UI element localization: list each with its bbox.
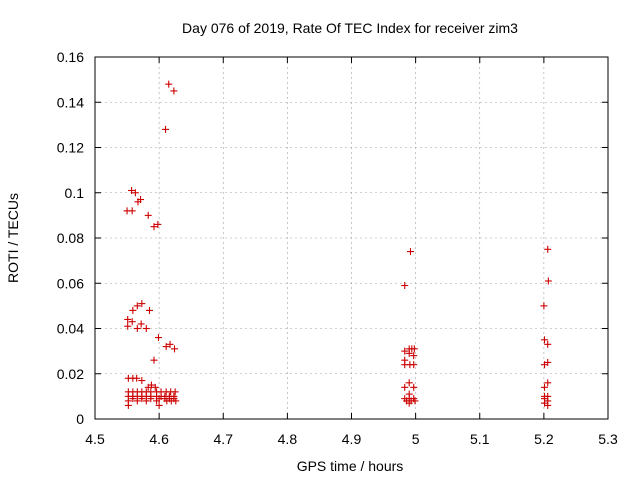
x-tick-label: 4.8 [278,431,298,447]
data-point [129,306,137,314]
data-point [131,189,139,197]
data-point [128,318,136,326]
data-point [154,334,162,342]
data-point [150,223,158,231]
data-point [142,397,150,405]
data-point [541,361,549,369]
data-point [133,374,141,382]
data-point [133,325,141,332]
data-point [138,395,146,403]
data-point [134,198,142,206]
data-point [405,349,413,357]
data-point [544,245,552,253]
y-tick-label: 0.04 [57,321,84,337]
data-point [401,282,409,290]
x-tick-label: 5.3 [598,431,618,447]
data-point [405,399,413,407]
data-point [128,207,136,215]
data-point [544,277,552,285]
data-point [128,186,136,194]
data-point [410,345,418,353]
data-point [540,302,548,310]
data-point [411,397,419,405]
y-tick-label: 0.08 [57,230,84,246]
data-point [138,377,146,385]
data-point [129,395,137,403]
data-point [147,395,155,403]
data-point [151,383,159,391]
y-tick-label: 0.14 [57,94,84,110]
data-point [410,352,418,360]
data-point [124,315,132,323]
x-tick-labels: 4.5 4.6 4.7 4.8 4.9 5 5.1 5.2 5.3 [85,431,618,447]
y-tick-label: 0.12 [57,140,84,156]
y-axis-label: ROTI / TECUs [5,193,21,283]
y-tick-label: 0.02 [57,366,84,382]
x-tick-label: 5 [412,431,420,447]
data-point [155,401,163,409]
data-point [410,361,418,369]
data-point [165,80,173,88]
grid [95,57,608,419]
data-point [138,300,146,308]
x-tick-label: 5.1 [470,431,490,447]
data-point [162,125,170,133]
x-tick-label: 4.5 [85,431,105,447]
data-point [146,306,154,314]
data-point [162,343,170,351]
x-tick-label: 5.2 [534,431,554,447]
data-point [137,320,145,328]
data-point [144,211,152,219]
data-point [124,401,132,409]
data-point [154,220,162,228]
data-point [405,379,413,387]
data-point [153,397,161,405]
y-tick-label: 0.06 [57,275,84,291]
data-point [544,340,552,348]
x-axis-label: GPS time / hours [297,458,404,474]
data-point [172,397,180,405]
y-tick-labels: 0 0.02 0.04 0.06 0.08 0.1 0.12 0.14 0.16 [57,49,84,427]
data-point [401,347,409,355]
data-point [544,401,552,409]
data-point [401,383,409,391]
plot-frame [94,56,609,420]
data-point [124,322,132,330]
data-point [170,87,178,95]
x-tick-label: 4.9 [342,431,362,447]
x-tick-label: 4.6 [149,431,169,447]
data-point [541,383,549,391]
data-point [150,356,158,364]
chart-title: Day 076 of 2019, Rate Of TEC Index for r… [182,20,518,36]
data-point [144,383,152,391]
data-point [406,248,414,256]
data-point [544,379,552,387]
data-point [171,388,179,396]
data-point [142,325,150,332]
y-tick-label: 0.16 [57,49,84,65]
data-point [166,340,174,348]
data-points [123,80,552,409]
data-point [171,345,179,353]
data-point [133,397,141,405]
y-tick-label: 0.1 [65,185,85,201]
data-point [133,302,141,310]
x-tick-label: 4.7 [214,431,234,447]
data-point [541,336,549,344]
y-tick-label: 0 [76,411,84,427]
data-point [410,383,418,391]
